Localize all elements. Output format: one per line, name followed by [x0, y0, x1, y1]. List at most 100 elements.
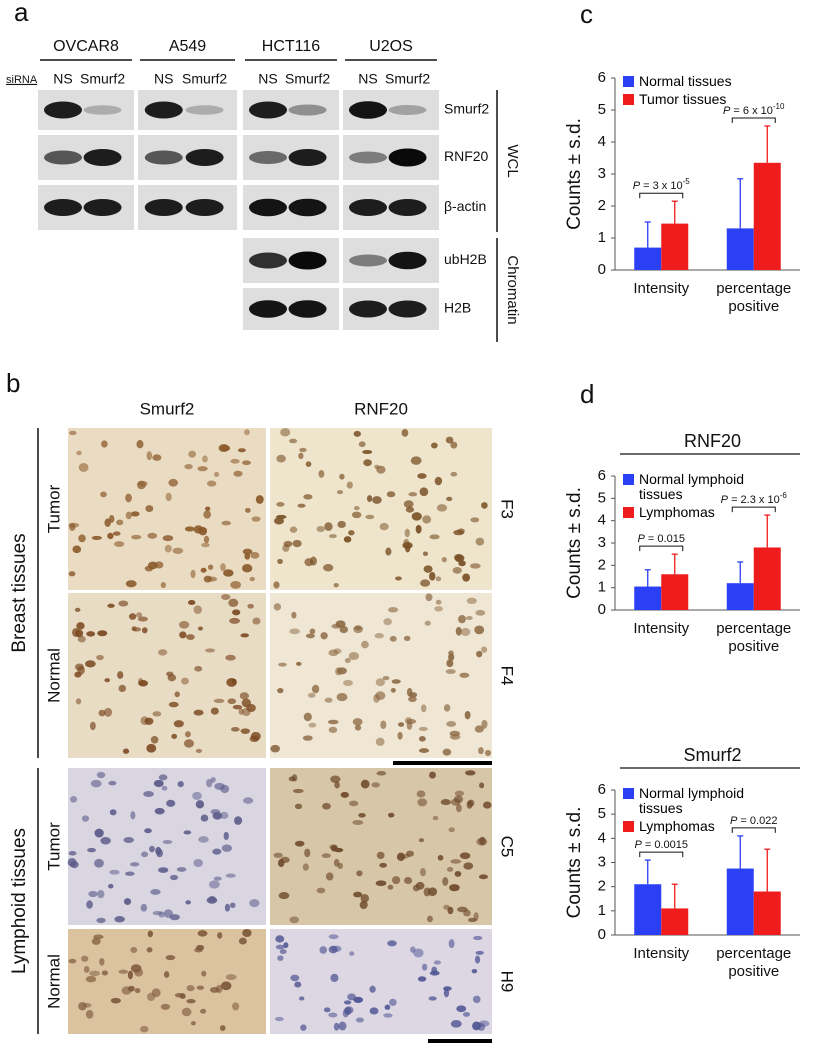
cell-nucleus — [353, 891, 363, 898]
cell-nucleus — [147, 992, 156, 1002]
cell-nucleus — [117, 671, 124, 679]
chart-title: Smurf2 — [683, 745, 741, 765]
cell-nucleus — [255, 495, 264, 504]
panel-label: d — [580, 379, 594, 409]
bar — [634, 586, 662, 610]
cell-nucleus — [72, 545, 82, 554]
cell-nucleus — [190, 1021, 196, 1026]
cell-nucleus — [277, 687, 284, 694]
cell-nucleus — [68, 571, 76, 577]
cell-nucleus — [408, 492, 418, 497]
cell-nucleus — [140, 1025, 149, 1033]
cell-nucleus — [172, 547, 184, 555]
bar — [634, 884, 662, 935]
cell-nucleus — [376, 771, 387, 776]
cell-nucleus — [445, 436, 454, 444]
cell-nucleus — [195, 748, 203, 753]
cell-nucleus — [252, 617, 261, 625]
cell-nucleus — [197, 626, 204, 631]
cell-nucleus — [230, 458, 240, 464]
cell-nucleus — [339, 473, 345, 480]
cell-nucleus — [98, 709, 106, 717]
cell-nucleus — [416, 790, 426, 798]
cell-nucleus — [197, 466, 208, 472]
cell-nucleus — [154, 807, 165, 815]
blot-band — [349, 151, 387, 164]
cell-nucleus — [328, 1012, 338, 1018]
cell-nucleus — [99, 958, 105, 966]
blot-band — [185, 199, 224, 216]
cell-nucleus — [413, 948, 424, 958]
cell-nucleus — [112, 531, 121, 536]
cell-line: A549 — [169, 38, 206, 55]
p-value: P = 3 x 10-5 — [633, 177, 691, 192]
cell-nucleus — [380, 720, 387, 730]
p-symbol: P — [723, 105, 731, 117]
cell-nucleus — [186, 634, 195, 640]
cell-nucleus — [238, 708, 244, 715]
significance-bracket — [639, 545, 684, 552]
y-tick-label: 3 — [598, 165, 606, 182]
cell-nucleus — [304, 848, 311, 858]
cell-nucleus — [121, 986, 132, 995]
cell-nucleus — [475, 609, 486, 616]
legend-label: Normal tissues — [639, 73, 732, 89]
cell-nucleus — [242, 548, 253, 555]
cell-nucleus — [374, 633, 384, 639]
cell-nucleus — [129, 862, 140, 867]
fraction-label: Chromatin — [504, 255, 521, 324]
cell-nucleus — [221, 844, 233, 852]
cell-nucleus — [465, 615, 473, 621]
cell-nucleus — [221, 520, 232, 526]
cell-nucleus — [418, 726, 428, 732]
cell-nucleus — [146, 451, 153, 461]
cell-nucleus — [141, 627, 148, 634]
cell-nucleus — [389, 998, 397, 1006]
cell-nucleus — [212, 812, 223, 820]
cell-nucleus — [458, 614, 466, 624]
cell-nucleus — [108, 780, 117, 786]
cell-nucleus — [91, 535, 103, 541]
lane-label: NS — [258, 71, 277, 87]
cell-nucleus — [228, 598, 239, 607]
histology-image — [68, 929, 266, 1034]
y-tick-label: 6 — [598, 69, 606, 86]
cell-nucleus — [410, 946, 416, 953]
cell-nucleus — [219, 1025, 226, 1032]
cell-nucleus — [387, 884, 394, 890]
blot-band — [288, 300, 327, 318]
y-tick-label: 1 — [598, 579, 606, 596]
cell-nucleus — [294, 803, 303, 810]
legend-item: Normal lymphoid tissues — [623, 472, 753, 502]
cell-nucleus — [291, 611, 297, 619]
cell-nucleus — [186, 999, 196, 1004]
p-text: = 2.3 x 10 — [728, 494, 780, 506]
cell-nucleus — [125, 871, 135, 876]
y-tick-label: 1 — [598, 229, 606, 246]
cell-nucleus — [456, 1005, 467, 1013]
p-text: = 0.015 — [645, 533, 685, 545]
cell-nucleus — [167, 674, 177, 682]
legend-label: Lymphomas — [639, 818, 715, 834]
cell-nucleus — [303, 712, 312, 722]
cell-nucleus — [289, 916, 300, 924]
cell-nucleus — [130, 811, 136, 820]
cell-nucleus — [353, 625, 364, 634]
cell-nucleus — [316, 887, 326, 894]
cell-nucleus — [125, 511, 132, 520]
cell-nucleus — [476, 650, 483, 658]
cell-nucleus — [359, 900, 368, 910]
cell-nucleus — [213, 876, 222, 881]
lane-label: Smurf2 — [285, 71, 330, 87]
cell-nucleus — [443, 989, 450, 997]
cell-nucleus — [321, 853, 331, 859]
cell-nucleus — [193, 859, 203, 868]
cell-nucleus — [85, 1009, 94, 1019]
y-tick-label: 1 — [598, 902, 606, 919]
cell-nucleus — [114, 541, 125, 548]
cell-nucleus — [453, 795, 464, 803]
cell-nucleus — [77, 665, 85, 675]
cell-nucleus — [125, 580, 137, 588]
cell-nucleus — [147, 930, 154, 938]
